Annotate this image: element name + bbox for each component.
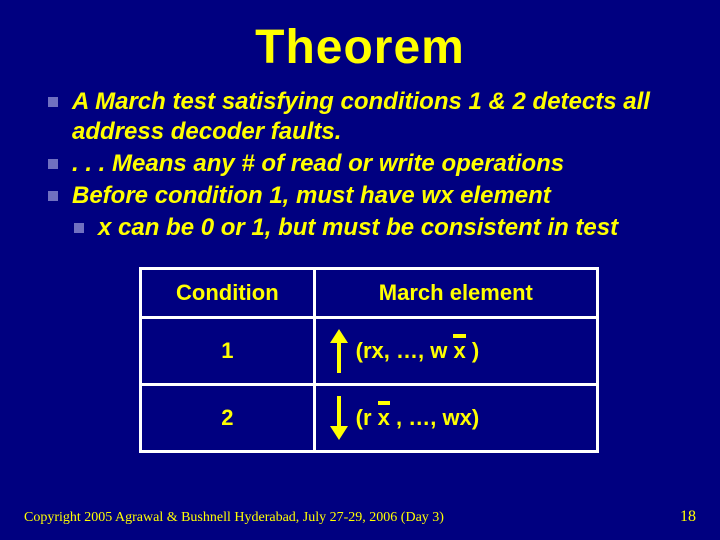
expr-xbar: x xyxy=(453,338,465,364)
slide-body: A March test satisfying conditions 1 & 2… xyxy=(0,87,720,453)
arrow-down-icon xyxy=(330,396,348,440)
bullet-icon xyxy=(48,159,58,169)
bullet-1: A March test satisfying conditions 1 & 2… xyxy=(48,87,690,147)
footer-copyright: Copyright 2005 Agrawal & Bushnell Hydera… xyxy=(24,510,444,526)
sub-bullet-1: x can be 0 or 1, but must be consistent … xyxy=(48,213,690,243)
conditions-table: Condition March element 1 (rx, …, w x ) xyxy=(139,267,599,453)
cell-march-element: (r x , …, wx) xyxy=(314,385,597,452)
table-row: 1 (rx, …, w x ) xyxy=(141,318,598,385)
cell-condition: 1 xyxy=(141,318,315,385)
expr-xbar: x xyxy=(378,405,390,431)
expr-prefix: (r xyxy=(356,405,378,430)
bullet-icon xyxy=(74,223,84,233)
bullet-text: . . . Means any # of read or write opera… xyxy=(72,149,564,179)
bullet-icon xyxy=(48,97,58,107)
col-march-element: March element xyxy=(314,269,597,318)
expr-suffix: ) xyxy=(466,338,479,363)
bullet-text: x can be 0 or 1, but must be consistent … xyxy=(98,213,618,243)
bullet-text: Before condition 1, must have wx element xyxy=(72,181,551,211)
expr-suffix: , …, wx) xyxy=(390,405,479,430)
bullet-2: . . . Means any # of read or write opera… xyxy=(48,149,690,179)
arrow-up-icon xyxy=(330,329,348,373)
expr-prefix: (rx, …, w xyxy=(356,338,454,363)
cell-march-element: (rx, …, w x ) xyxy=(314,318,597,385)
bullet-text: A March test satisfying conditions 1 & 2… xyxy=(72,87,690,147)
page-number: 18 xyxy=(680,508,696,526)
table-row: 2 (r x , …, wx) xyxy=(141,385,598,452)
col-condition: Condition xyxy=(141,269,315,318)
bullet-icon xyxy=(48,191,58,201)
cell-condition: 2 xyxy=(141,385,315,452)
slide-title: Theorem xyxy=(0,0,720,87)
bullet-3: Before condition 1, must have wx element xyxy=(48,181,690,211)
